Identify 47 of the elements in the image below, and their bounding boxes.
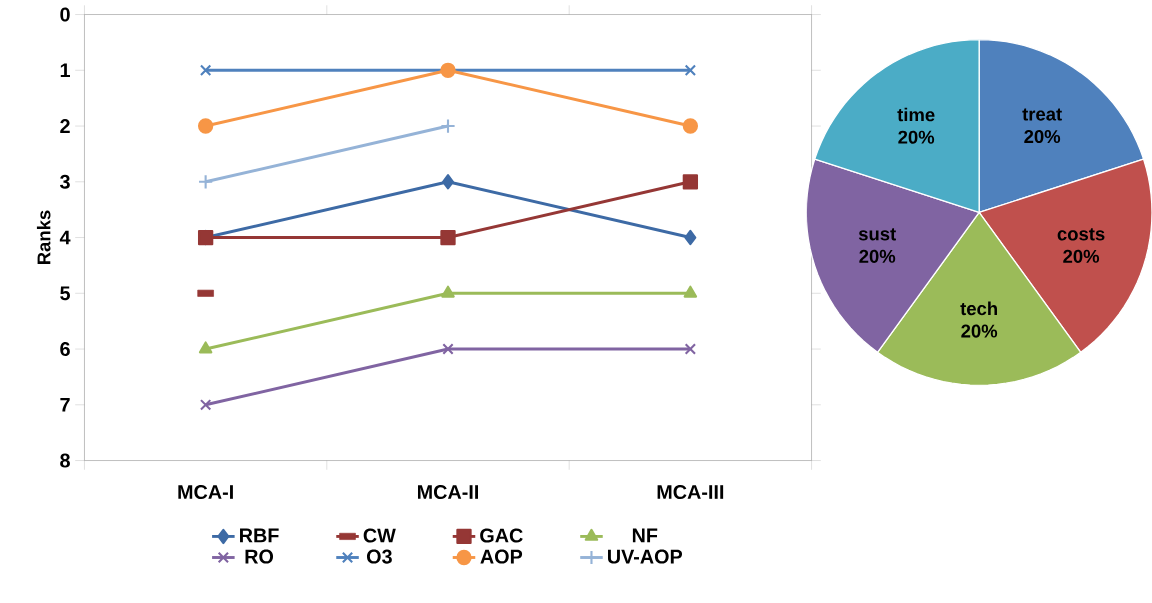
point: [682, 174, 699, 190]
legend-label: GAC: [480, 528, 523, 543]
point: [684, 64, 697, 76]
data-label: 20%: [961, 324, 998, 338]
point: [441, 174, 455, 190]
point: [197, 118, 214, 134]
y-tick-label: 2: [60, 119, 70, 133]
y-tick-label: 6: [60, 342, 70, 357]
point: [440, 229, 456, 246]
legend-label: CW: [363, 528, 396, 543]
point: [198, 341, 213, 354]
y-tick-label: 8: [60, 453, 70, 468]
data-label: 20%: [1024, 129, 1061, 144]
slice-label: tech: [960, 301, 997, 316]
slice-label: sust: [858, 228, 896, 241]
y-tick-label: 1: [60, 63, 70, 78]
legend-label: RO: [245, 549, 274, 564]
slice-label: time: [897, 107, 935, 122]
point: [684, 229, 697, 246]
point: [682, 118, 699, 134]
legend-label: RBF: [240, 528, 279, 543]
y-tick-label: 5: [60, 286, 70, 301]
y-tick-label: 0: [60, 7, 70, 22]
slice-label: treat: [1022, 108, 1062, 121]
legend-label: NF: [632, 528, 658, 543]
point: [199, 399, 212, 411]
legend-label: UV-AOP: [608, 549, 683, 564]
legend-label: O3: [366, 549, 392, 564]
point: [442, 343, 454, 355]
slice-label: costs: [1057, 228, 1105, 241]
legend-label: AOP: [480, 549, 523, 564]
y-axis-title: Ranks: [36, 210, 51, 264]
y-tick-label: 4: [59, 230, 71, 245]
y-tick-label: 3: [60, 174, 70, 189]
data-label: 20%: [859, 249, 896, 263]
point: [440, 118, 456, 134]
y-tick-label: 7: [60, 397, 70, 412]
x-tick-label: MCA-I: [178, 484, 233, 499]
point: [441, 285, 455, 298]
point: [684, 343, 697, 355]
point: [199, 64, 212, 76]
point: [197, 174, 214, 190]
x-tick-label: MCA-II: [417, 484, 479, 499]
data-label: 20%: [1063, 249, 1100, 263]
point: [683, 285, 698, 298]
data-label: 20%: [898, 130, 935, 144]
x-tick-label: MCA-III: [657, 484, 724, 499]
